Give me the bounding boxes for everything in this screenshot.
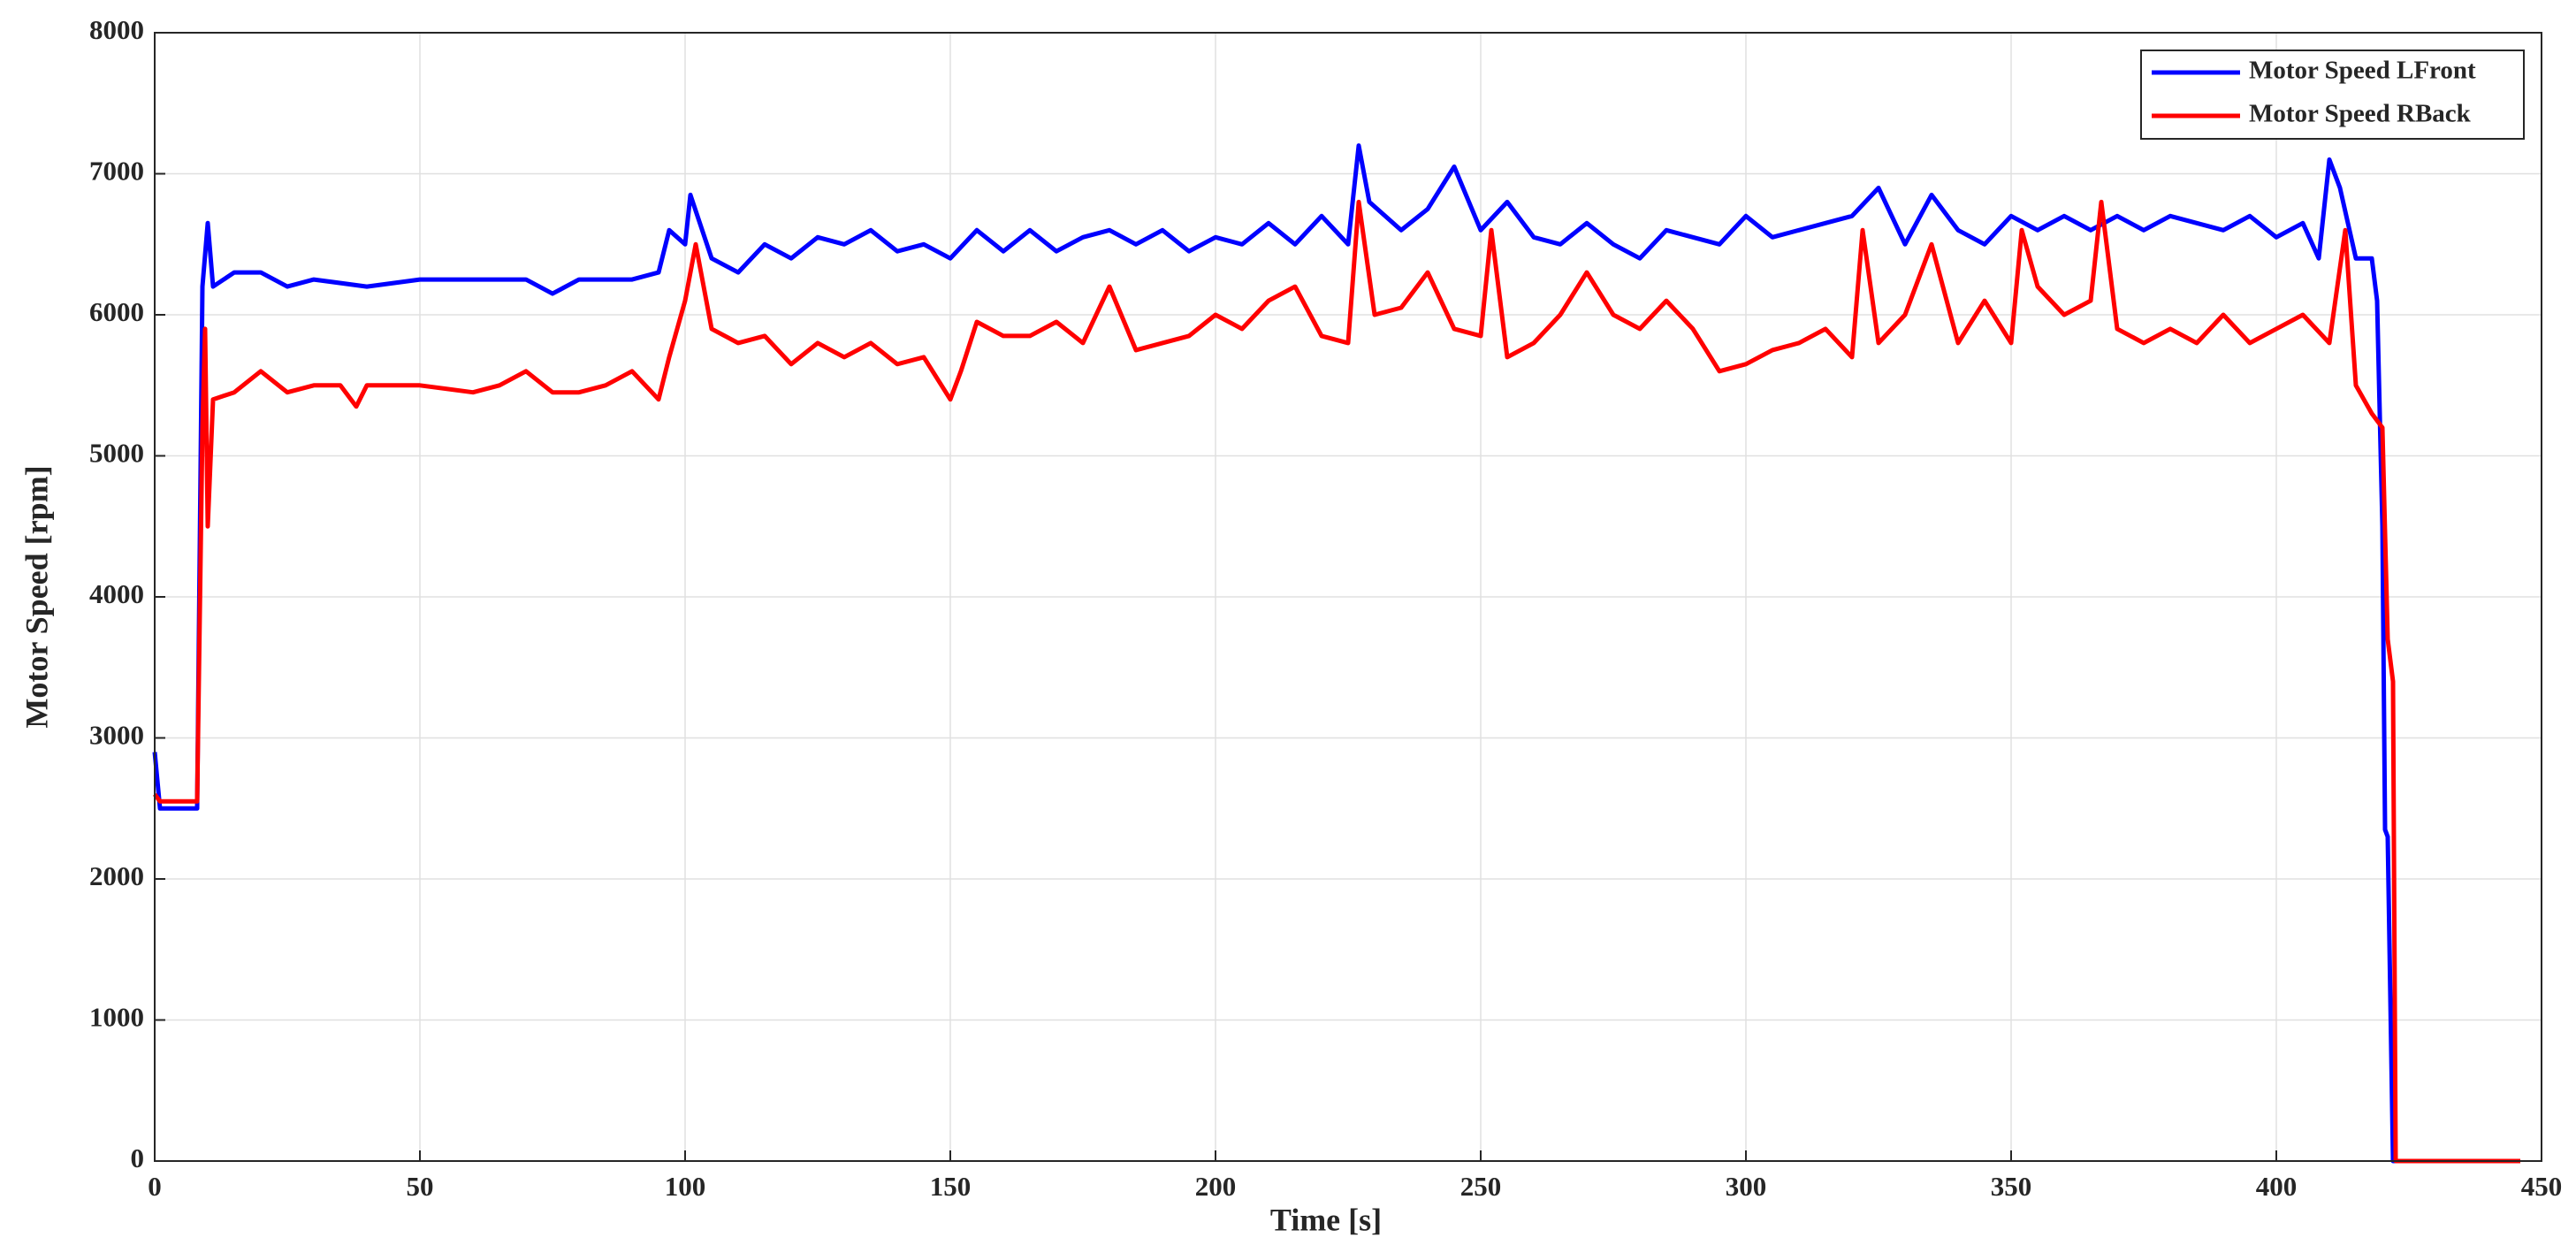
- x-tick-label: 0: [148, 1171, 162, 1202]
- x-tick-label: 300: [1726, 1171, 1767, 1202]
- y-tick-label: 4000: [89, 578, 144, 609]
- y-tick-label: 6000: [89, 296, 144, 327]
- series-line: [153, 199, 2520, 1164]
- legend-label: Motor Speed LFront: [2249, 57, 2476, 85]
- x-tick-label: 150: [930, 1171, 972, 1202]
- x-tick-label: 50: [407, 1171, 434, 1202]
- plot-frame: [154, 32, 2542, 1162]
- y-axis-label: Motor Speed [rpm]: [19, 465, 54, 728]
- y-tick-label: 8000: [89, 14, 144, 45]
- legend-box: [2140, 50, 2525, 140]
- x-tick-label: 350: [1991, 1171, 2032, 1202]
- series-line: [152, 143, 2520, 1164]
- y-tick-label: 0: [131, 1142, 145, 1173]
- x-tick-label: 450: [2521, 1171, 2563, 1202]
- legend: Motor Speed LFront Motor Speed RBack: [2140, 50, 2525, 140]
- x-axis-label: Time [s]: [1270, 1202, 1382, 1237]
- x-tick-label: 200: [1195, 1171, 1237, 1202]
- x-tick-label: 100: [665, 1171, 706, 1202]
- x-tick-label: 400: [2256, 1171, 2298, 1202]
- y-tick-label: 7000: [89, 156, 144, 187]
- y-tick-label: 5000: [89, 438, 144, 469]
- y-tick-label: 1000: [89, 1002, 144, 1033]
- x-tick-label: 250: [1460, 1171, 1502, 1202]
- y-tick-label: 3000: [89, 720, 144, 751]
- legend-label: Motor Speed RBack: [2249, 100, 2472, 128]
- y-tick-label: 2000: [89, 860, 144, 891]
